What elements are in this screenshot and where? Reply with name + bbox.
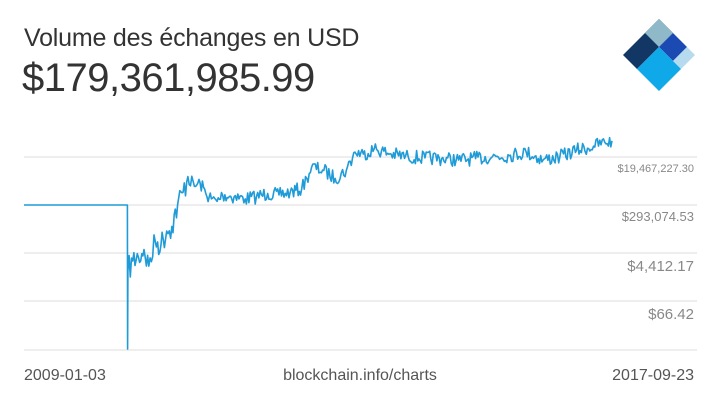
logo-tile-light [673, 47, 695, 69]
source-link[interactable]: blockchain.info/charts [283, 367, 437, 384]
y-tick-label: $19,467,227.30 [618, 163, 694, 175]
x-start-date: 2009-01-03 [24, 367, 106, 384]
chart-title: Volume des échanges en USD [24, 24, 360, 52]
x-end-date: 2017-09-23 [612, 367, 694, 384]
y-tick-labels: $19,467,227.30 $293,074.53 $4,412.17 $66.42 [618, 163, 694, 323]
blockchain-logo-icon [623, 19, 695, 91]
series-line [24, 136, 613, 350]
y-tick-label: $293,074.53 [622, 209, 694, 224]
logo-tile-cyan [637, 47, 681, 91]
y-tick-label: $4,412.17 [627, 258, 694, 275]
current-value: $179,361,985.99 [22, 56, 315, 100]
y-tick-label: $66.42 [648, 306, 694, 323]
grid-lines [24, 156, 697, 351]
